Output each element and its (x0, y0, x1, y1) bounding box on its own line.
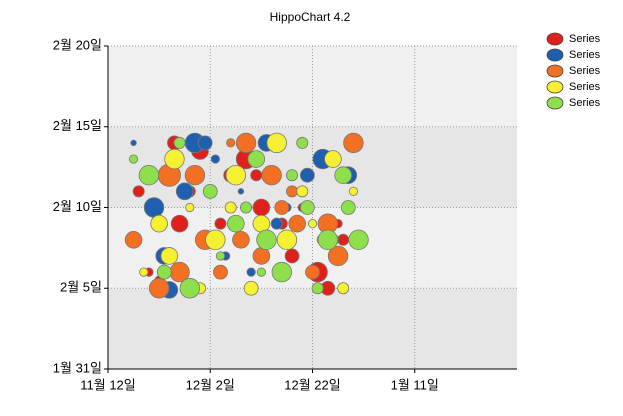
bubble (327, 245, 349, 267)
bubble (340, 200, 356, 215)
bubble (237, 188, 245, 195)
bubble (226, 138, 236, 148)
chart-title: HippoChart 4.2 (270, 10, 351, 24)
legend-marker (546, 64, 564, 78)
bubble (246, 267, 256, 277)
bubble (210, 154, 220, 164)
bubble (185, 202, 195, 213)
bubble (296, 185, 309, 198)
bubble (184, 164, 206, 186)
legend-label: Series (569, 97, 601, 109)
bubble (243, 280, 259, 296)
legend-label: Series (569, 81, 601, 93)
bubble (256, 229, 277, 251)
bubble (160, 247, 179, 265)
bubble (337, 282, 350, 295)
bubble (256, 267, 266, 277)
bubble (175, 182, 194, 201)
bubble (337, 233, 350, 246)
bubble (317, 229, 339, 251)
bubble (139, 267, 149, 277)
bubble (305, 264, 320, 280)
bubble (334, 166, 352, 185)
bubble (240, 201, 253, 214)
bubble (276, 229, 298, 251)
legend-marker (546, 80, 564, 94)
bubble (250, 169, 263, 182)
bubble (205, 229, 226, 251)
y-tick-label: 2월 20일 (53, 37, 102, 52)
bubble (286, 185, 299, 198)
bubble (215, 251, 226, 261)
legend-label: Series (569, 49, 601, 61)
bubble (288, 214, 306, 233)
bubble (148, 278, 170, 299)
x-tick-label: 12월 22일 (284, 377, 340, 392)
bubble (156, 264, 172, 280)
bubble (128, 154, 139, 164)
bubble (252, 214, 271, 233)
bubble (286, 169, 299, 182)
bubble (299, 200, 315, 215)
bubble (214, 217, 227, 230)
bubble (197, 135, 213, 151)
bubble (132, 185, 145, 198)
bubble (164, 148, 185, 170)
plot-band (108, 46, 517, 127)
bubble (170, 214, 189, 233)
bubble (224, 201, 237, 214)
bubble (247, 150, 266, 168)
bubble (284, 248, 300, 264)
bubble (227, 214, 245, 233)
bubble (179, 278, 201, 299)
bubble (274, 200, 290, 215)
bubble (138, 164, 160, 186)
legend-marker (546, 48, 564, 62)
bubble (252, 198, 271, 217)
bubble (299, 167, 315, 183)
x-tick-label: 11월 12일 (80, 377, 136, 392)
bubble (225, 164, 247, 186)
legend-marker (546, 32, 564, 46)
bubble (324, 150, 342, 168)
bubble (266, 132, 287, 154)
bubble (232, 231, 250, 249)
bubble (173, 136, 186, 149)
bubble (348, 229, 369, 251)
legend-label: Series (569, 65, 601, 77)
legend-marker (546, 96, 564, 110)
y-tick-label: 2월 5일 (60, 280, 102, 295)
bubble (202, 183, 218, 199)
bubble (311, 282, 324, 295)
y-tick-label: 1월 31일 (53, 360, 102, 375)
x-tick-label: 1월 11일 (391, 377, 439, 392)
bubble (348, 186, 358, 196)
legend-label: Series (569, 33, 601, 45)
bubble (296, 136, 309, 149)
bubble (252, 247, 271, 265)
y-tick-label: 2월 10일 (53, 199, 102, 214)
bubble (130, 139, 137, 147)
bubble (150, 214, 168, 233)
x-tick-label: 12월 2일 (186, 377, 235, 392)
bubble (261, 164, 282, 186)
bubble (307, 219, 318, 229)
bubble (213, 264, 228, 280)
bubble (271, 261, 293, 283)
bubble (343, 132, 364, 154)
y-tick-label: 2월 15일 (53, 118, 102, 133)
bubble (270, 217, 283, 230)
bubble (143, 197, 165, 218)
bubble (124, 231, 143, 249)
bubble (235, 132, 257, 154)
